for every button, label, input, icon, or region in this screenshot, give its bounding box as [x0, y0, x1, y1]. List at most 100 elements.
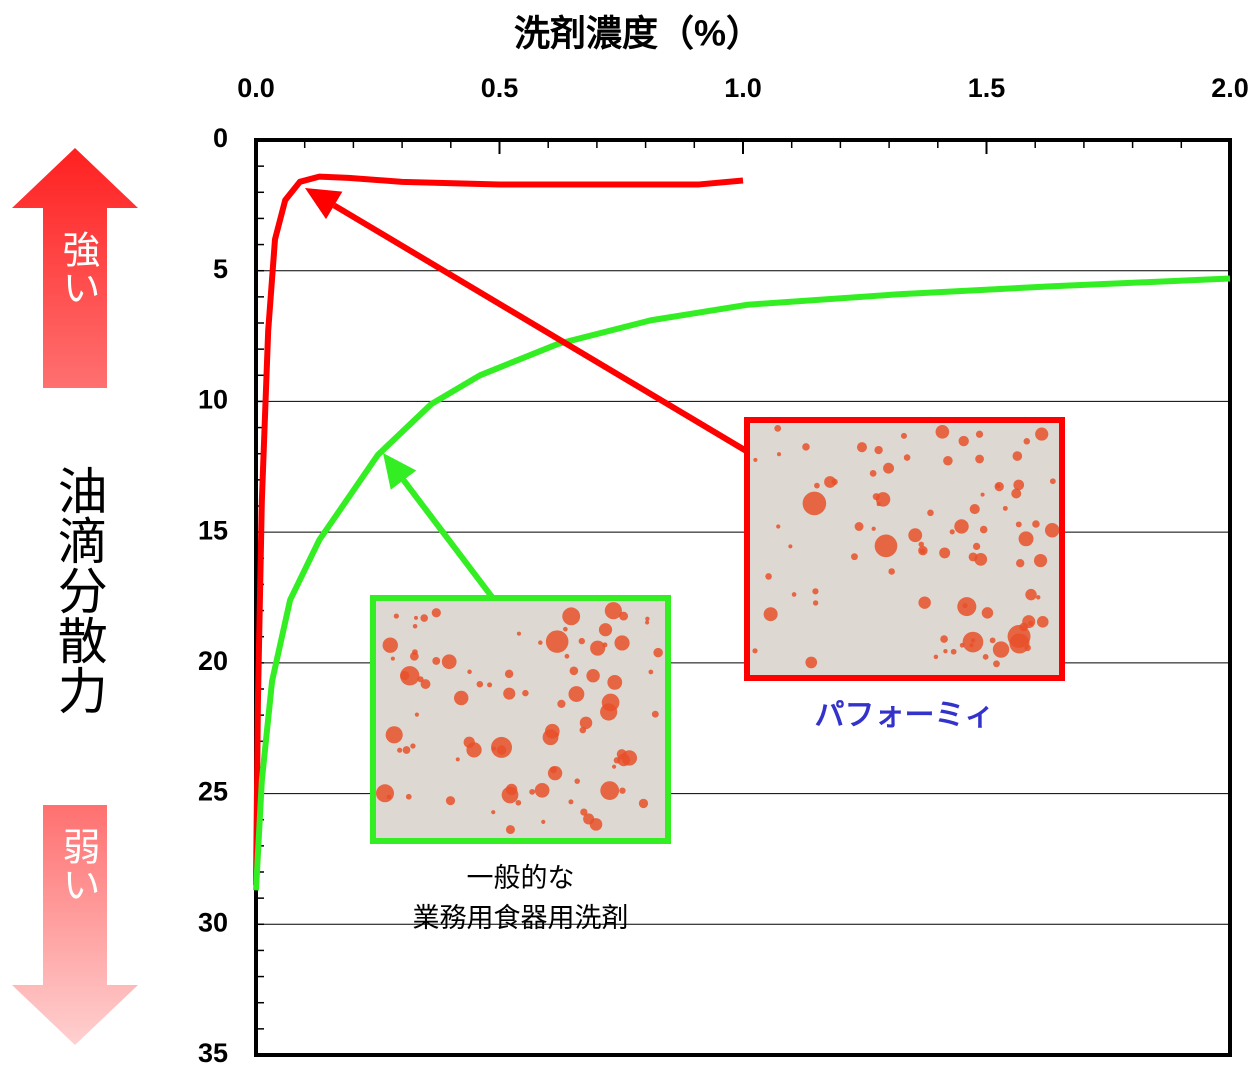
droplet: [954, 519, 969, 534]
droplet: [390, 656, 395, 661]
droplet: [975, 430, 984, 438]
droplet: [918, 596, 931, 609]
pointer-head: [305, 188, 343, 220]
droplet: [590, 640, 606, 656]
x-tick-label: 0.0: [237, 73, 275, 103]
droplet: [568, 799, 574, 805]
pointer-arrow: [332, 202, 750, 455]
droplet: [1036, 595, 1041, 600]
droplet: [943, 455, 953, 466]
droplet: [753, 457, 758, 462]
droplet: [1036, 616, 1049, 628]
droplet: [405, 793, 412, 800]
droplet: [900, 432, 907, 439]
droplet: [949, 529, 955, 535]
droplet: [563, 626, 568, 632]
droplet: [1019, 622, 1029, 632]
droplet: [467, 669, 472, 675]
droplet: [812, 600, 819, 606]
droplet: [476, 680, 484, 688]
photo-frame: [744, 417, 1065, 681]
droplet: [774, 424, 782, 432]
droplet: [645, 620, 650, 625]
droplet: [1025, 588, 1037, 601]
droplet: [918, 541, 925, 548]
droplet: [824, 476, 836, 488]
droplet: [501, 786, 519, 804]
droplet: [491, 736, 512, 758]
droplet: [529, 788, 536, 795]
droplet: [412, 623, 418, 629]
droplet: [604, 602, 622, 620]
droplet: [1044, 523, 1060, 538]
droplet: [393, 613, 399, 619]
droplet: [612, 764, 617, 769]
droplet: [382, 637, 398, 653]
droplet: [409, 651, 419, 661]
y-tick-label: 15: [198, 515, 228, 545]
droplet: [765, 573, 772, 580]
droplet: [1023, 438, 1031, 445]
droplet: [888, 568, 895, 575]
droplet: [586, 668, 600, 683]
droplet: [541, 819, 546, 824]
droplet: [869, 470, 877, 477]
droplet: [993, 660, 1000, 668]
droplet: [856, 442, 867, 453]
y-tick-label: 0: [213, 123, 228, 153]
droplet: [491, 810, 496, 815]
droplet: [564, 653, 570, 659]
droplet: [981, 607, 994, 619]
droplet: [454, 690, 469, 706]
droplet: [874, 534, 898, 558]
droplet: [613, 757, 621, 764]
droplet: [1032, 520, 1040, 528]
droplet: [619, 611, 629, 621]
strong-arrow: [12, 148, 138, 388]
droplet: [982, 653, 989, 660]
x-tick-label: 2.0: [1211, 73, 1249, 103]
droplet: [607, 674, 623, 690]
droplet: [431, 608, 441, 618]
weak-label: 弱い: [56, 827, 99, 903]
droplet: [903, 454, 911, 461]
droplet: [1035, 427, 1049, 441]
droplet: [805, 656, 818, 669]
droplet: [515, 799, 522, 806]
x-tick-label: 1.0: [724, 73, 762, 103]
x-tick-label: 1.5: [968, 73, 1006, 103]
x-tick-label: 0.5: [481, 73, 519, 103]
droplet: [974, 553, 988, 566]
droplet: [445, 796, 456, 806]
droplet: [503, 687, 516, 700]
droplet: [788, 544, 793, 549]
droplet: [638, 798, 649, 809]
droplet: [621, 750, 638, 766]
droplet: [872, 493, 880, 501]
droplet: [554, 732, 559, 737]
droplet: [432, 657, 441, 665]
droplet: [972, 542, 981, 551]
droplet: [871, 526, 876, 531]
droplet: [927, 509, 934, 517]
droplet: [402, 746, 411, 754]
droplet: [776, 452, 782, 457]
droplet: [992, 641, 1010, 658]
droplet: [1016, 559, 1025, 568]
droplet: [883, 462, 895, 474]
droplet: [648, 669, 654, 675]
y-tick-label: 25: [198, 777, 228, 807]
droplet: [522, 689, 529, 697]
droplet: [802, 491, 827, 516]
droplet: [763, 607, 778, 622]
droplet: [975, 454, 984, 464]
droplet: [962, 631, 984, 653]
series-label: 一般的な 業務用食器用洗剤: [412, 863, 629, 933]
droplet: [752, 648, 758, 654]
droplet: [1049, 478, 1056, 485]
droplet: [568, 686, 585, 703]
droplet: [545, 630, 569, 653]
droplet: [579, 716, 593, 730]
